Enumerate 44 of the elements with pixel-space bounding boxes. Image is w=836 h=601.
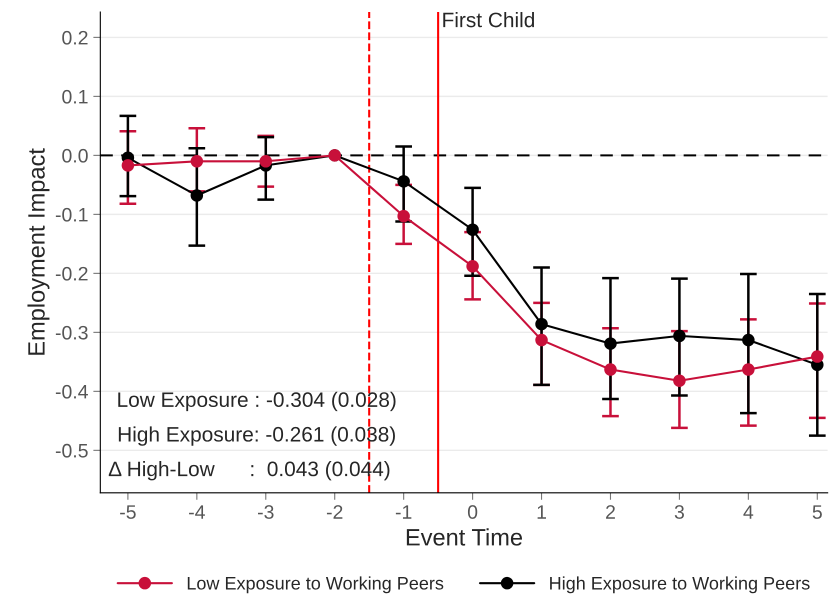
point — [742, 363, 755, 376]
x-tick-label: 4 — [743, 505, 754, 519]
point — [604, 337, 617, 350]
x-tick-label: -1 — [396, 505, 412, 519]
y-tick-label: -0.5 — [56, 444, 88, 458]
x-tick-label: 5 — [812, 505, 822, 519]
point — [466, 223, 479, 236]
y-tick-label: -0.4 — [56, 384, 88, 399]
point — [190, 155, 204, 168]
ref-line-label: First Child — [443, 12, 534, 28]
legend-label: High Exposure to Working Peers — [550, 576, 810, 594]
x-tick-label: 2 — [606, 505, 615, 519]
point — [673, 374, 686, 387]
x-tick-label: -2 — [326, 505, 342, 519]
y-tick-label: 0.2 — [62, 30, 88, 45]
point — [811, 350, 824, 363]
point — [397, 210, 410, 222]
point — [673, 330, 686, 342]
x-tick-label: 3 — [674, 505, 684, 519]
x-axis-title: Event Time — [406, 528, 522, 546]
y-tick-label: -0.2 — [56, 266, 88, 281]
annotation: Low Exposure : -0.304 (0.028) — [118, 392, 396, 412]
point — [190, 189, 204, 202]
x-tick-label: -4 — [189, 505, 205, 519]
point — [535, 318, 548, 330]
point — [466, 260, 479, 273]
point — [535, 334, 548, 346]
y-tick-label: 0.0 — [62, 148, 88, 163]
x-tick-label: -3 — [258, 505, 274, 519]
x-tick-label: 1 — [538, 505, 546, 519]
x-tick-label: -5 — [120, 505, 136, 519]
y-tick-label: -0.3 — [56, 326, 88, 340]
legend-label: Low Exposure to Working Peers — [188, 576, 444, 594]
point — [604, 363, 617, 376]
point — [742, 334, 755, 346]
y-tick-label: -0.1 — [56, 208, 88, 222]
point — [397, 175, 410, 188]
annotation: High Exposure: -0.261 (0.038) — [118, 426, 395, 446]
point — [122, 159, 134, 172]
y-axis-title: Employment Impact — [27, 148, 50, 355]
y-tick-label: 0.1 — [62, 90, 88, 104]
point — [260, 155, 272, 168]
annotation: Δ High-Low : 0.043 (0.044) — [108, 460, 390, 480]
x-tick-label: 0 — [468, 505, 478, 519]
